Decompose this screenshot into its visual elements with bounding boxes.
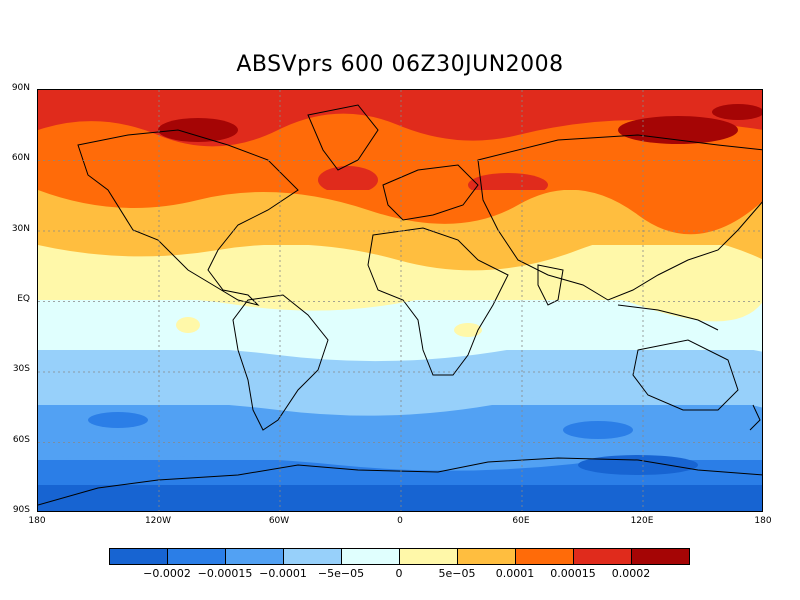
blob-red-4 [318,166,378,194]
blob-blue-2 [88,412,148,428]
lon-label-0: 0 [397,516,403,526]
colorbar-swatch-2 [226,549,284,564]
lat-label-60n: 60N [11,153,30,163]
colorbar-tick: −0.00015 [197,567,253,580]
colorbar-swatch-9 [632,549,689,564]
lon-label-60w: 60W [268,516,290,526]
coast-europe [382,164,479,221]
coast-australia [632,339,739,411]
colorbar-swatch-1 [168,549,226,564]
colorbar [109,548,690,565]
lat-label-90s: 90S [12,505,30,515]
lat-label-eq: EQ [17,294,30,304]
blob-yellow-edge [38,284,762,322]
colorbar-tick: −0.0002 [143,567,191,580]
lat-label-60s: 60S [12,435,30,445]
lon-label-120e: 120E [630,516,654,526]
blob-darkred-2 [618,116,738,144]
blob-yellow-1 [176,317,200,333]
colorbar-tick: 0.00015 [550,567,596,580]
colorbar-tick: 0.0001 [495,567,535,580]
coast-africa [367,227,509,376]
colorbar-tick: 5e−05 [438,567,476,580]
colorbar-tick: 0 [395,567,403,580]
blob-yellow-2 [454,323,482,337]
coast-north-america [77,129,299,306]
colorbar-swatch-7 [516,549,574,564]
coast-new-zealand [749,404,761,431]
coast-greenland [307,104,379,171]
coast-india [537,264,564,306]
lon-label-120w: 120W [144,516,172,526]
blob-blue-1 [563,421,633,439]
coast-south-america [232,294,329,431]
coastlines [38,104,762,506]
coast-asia [477,134,762,301]
map-panel [37,89,763,512]
lat-label-90n: 90N [11,83,30,93]
page-title: ABSVprs 600 06Z30JUN2008 [236,52,564,77]
colorbar-swatch-6 [458,549,516,564]
colorbar-tick: −5e−05 [317,567,365,580]
graticule [38,90,762,511]
lon-label-180w: 180 [28,516,46,526]
blob-darkred-3 [712,104,762,120]
vorticity-map [38,90,762,511]
colorbar-tick: 0.0002 [611,567,651,580]
blob-lightorange-edge [38,234,762,271]
colorbar-swatch-4 [342,549,400,564]
lon-label-60e: 60E [512,516,530,526]
blob-lightblue-edge [38,389,762,416]
blob-cyan-edge [38,337,762,362]
colorbar-swatch-8 [574,549,632,564]
blob-medblue-edge [38,444,762,471]
coast-indonesia [617,304,719,331]
coast-antarctica [38,457,762,506]
blob-darkred-1 [158,118,238,142]
lat-label-30s: 30S [12,364,30,374]
lat-label-30n: 30N [11,224,30,234]
colorbar-swatch-3 [284,549,342,564]
blob-deepblue-1 [578,455,698,475]
colorbar-tick: −0.0001 [259,567,307,580]
band-antarctic [38,485,762,511]
blob-orange-edge [38,189,762,235]
colorbar-swatch-0 [110,549,168,564]
colorbar-swatch-5 [400,549,458,564]
lon-label-180e: 180 [754,516,772,526]
